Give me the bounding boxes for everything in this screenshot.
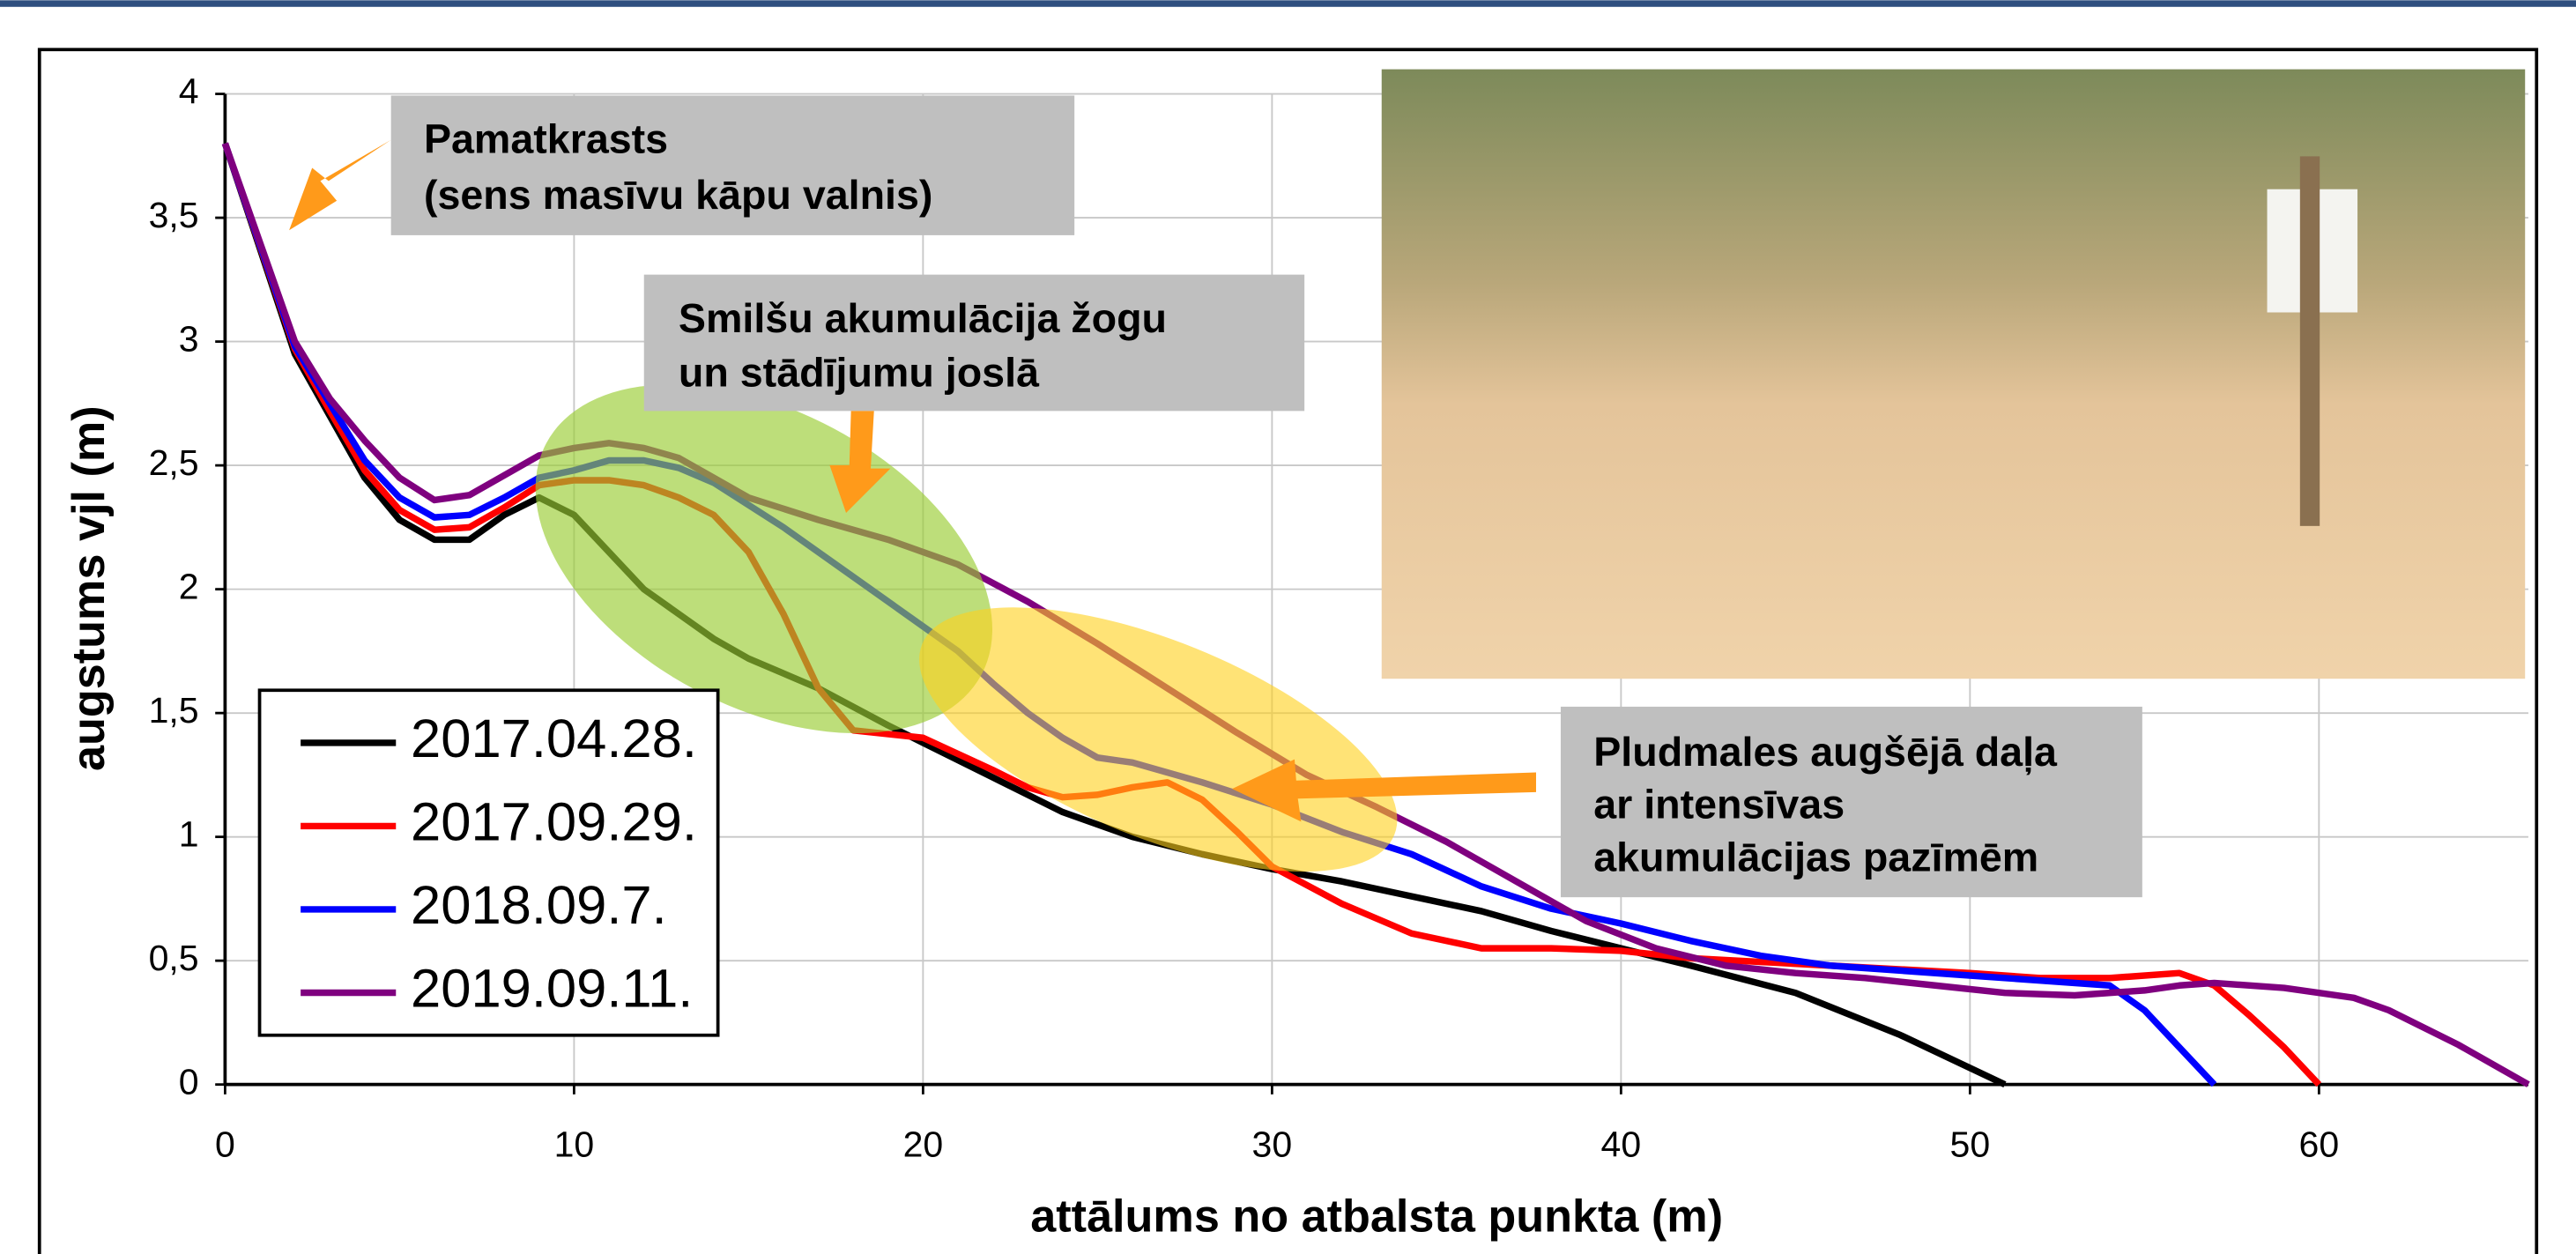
- y-tick-label: 0,5: [149, 938, 199, 978]
- x-tick-label: 0: [215, 1124, 235, 1164]
- x-axis-title: attālums no atbalsta punkta (m): [1030, 1191, 1723, 1242]
- annotation-text: (sens masīvu kāpu valnis): [424, 172, 933, 218]
- x-tick-label: 10: [554, 1124, 595, 1164]
- y-axis-title: augstums vjl (m): [63, 405, 115, 771]
- legend-label: 2017.09.29.: [411, 792, 697, 853]
- annotation-text: Pamatkrasts: [424, 116, 668, 162]
- legend-label: 2017.04.28.: [411, 709, 697, 769]
- annotation-text: Smilšu akumulācija žogu: [679, 295, 1167, 341]
- x-tick-label: 60: [2299, 1124, 2340, 1164]
- annotation-text: ar intensīvas: [1593, 782, 1845, 827]
- x-tick-label: 30: [1252, 1124, 1293, 1164]
- y-tick-label: 1: [179, 813, 199, 854]
- y-tick-label: 3: [179, 318, 199, 359]
- y-tick-label: 2: [179, 566, 199, 606]
- legend-label: 2019.09.11.: [411, 959, 693, 1020]
- top-bar: [0, 0, 2576, 6]
- legend-label: 2018.09.7.: [411, 875, 667, 936]
- y-tick-label: 1,5: [149, 690, 199, 731]
- annotation-text: Pludmales augšējā daļa: [1593, 729, 2058, 775]
- y-tick-label: 2,5: [149, 442, 199, 483]
- x-tick-label: 40: [1601, 1124, 1642, 1164]
- annotation-text: un stādījumu joslā: [679, 349, 1040, 395]
- photo: [1382, 70, 2525, 679]
- chart: 00,511,522,533,540102030405060 Pamatkras…: [0, 0, 2576, 1254]
- y-tick-label: 3,5: [149, 195, 199, 235]
- x-tick-label: 50: [1950, 1124, 1991, 1164]
- x-tick-label: 20: [903, 1124, 944, 1164]
- y-tick-label: 0: [179, 1061, 199, 1102]
- photo-post: [2300, 156, 2320, 525]
- y-tick-label: 4: [179, 70, 199, 111]
- annotation-text: akumulācijas pazīmēm: [1593, 834, 2038, 879]
